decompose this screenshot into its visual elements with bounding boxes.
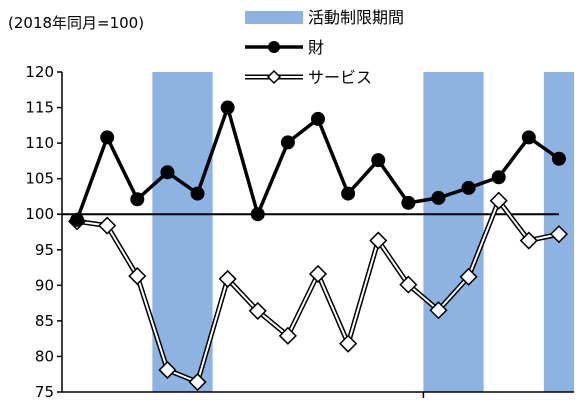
y-tick-label: 85 <box>35 312 54 330</box>
legend-label-services: サービス <box>308 68 372 87</box>
point-services <box>429 301 448 320</box>
point-services <box>489 191 508 210</box>
y-tick-label: 80 <box>35 347 54 365</box>
point-services <box>278 326 297 345</box>
y-tick-label: 75 <box>35 383 54 401</box>
point-services <box>339 334 358 353</box>
legend-label-band: 活動制限期間 <box>308 8 404 27</box>
point-services <box>158 360 177 380</box>
legend-swatch-band <box>245 11 303 24</box>
y-tick-label: 100 <box>25 205 54 223</box>
y-tick-label: 90 <box>35 276 54 294</box>
restriction-band-1 <box>152 72 213 392</box>
point-goods <box>100 130 115 145</box>
point-goods <box>280 135 295 150</box>
series-line-services-outer <box>76 198 560 385</box>
point-services <box>188 372 207 392</box>
point-services <box>308 264 328 284</box>
y-tick-label: 115 <box>25 99 54 117</box>
point-services <box>519 231 538 250</box>
point-goods <box>521 130 536 145</box>
legend-marker-goods <box>268 41 280 53</box>
point-services <box>459 267 478 286</box>
y-tick-label: 120 <box>25 63 54 81</box>
point-services <box>98 216 117 235</box>
point-goods <box>130 192 145 207</box>
point-services <box>218 269 237 288</box>
point-goods <box>250 207 265 222</box>
legend-label-goods: 財 <box>308 38 324 57</box>
legend-marker-services <box>266 69 282 85</box>
y-tick-label: 110 <box>25 134 54 152</box>
point-goods <box>371 153 386 168</box>
unit-label: (2018年同月=100) <box>8 14 145 32</box>
point-goods <box>431 190 446 205</box>
point-services <box>248 301 267 320</box>
point-services <box>369 231 388 250</box>
point-services <box>399 275 418 294</box>
y-tick-label: 95 <box>35 241 54 259</box>
point-goods <box>160 165 175 180</box>
point-goods <box>461 180 476 195</box>
point-goods <box>190 186 205 201</box>
point-goods <box>401 195 416 210</box>
point-services <box>549 225 569 244</box>
point-goods <box>341 186 356 201</box>
point-goods <box>70 212 85 227</box>
point-goods <box>491 170 506 185</box>
y-tick-label: 105 <box>25 170 54 188</box>
point-goods <box>311 111 325 126</box>
point-goods <box>220 100 235 115</box>
point-services <box>128 267 147 286</box>
point-goods <box>551 151 566 166</box>
restriction-band-2 <box>423 72 484 392</box>
